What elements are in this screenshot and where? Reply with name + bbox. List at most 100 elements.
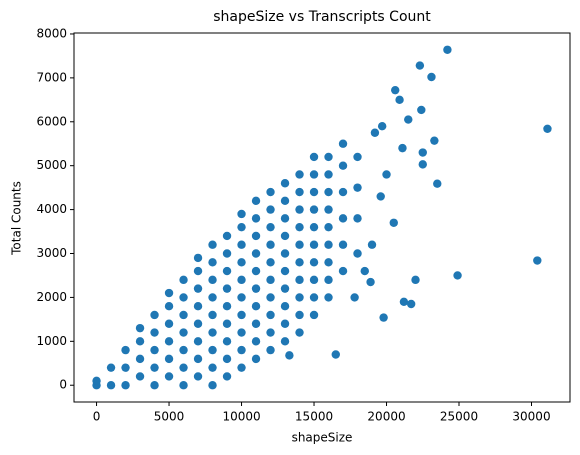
point (433, 179, 442, 188)
point (193, 354, 203, 364)
point (222, 284, 232, 293)
point (338, 161, 348, 170)
point (338, 240, 348, 249)
point (309, 152, 319, 162)
point (280, 179, 290, 188)
point (411, 275, 420, 285)
point (237, 209, 246, 219)
point (179, 310, 188, 320)
point (382, 170, 391, 179)
point (338, 187, 348, 197)
point (208, 328, 217, 337)
y-tick-label: 0 (59, 378, 67, 392)
point (251, 284, 261, 293)
point (324, 258, 333, 267)
point (280, 301, 290, 311)
point (251, 301, 261, 311)
point (208, 381, 217, 390)
y-tick-label: 1000 (36, 334, 67, 348)
point (251, 354, 261, 364)
point (379, 313, 388, 322)
point (367, 240, 377, 249)
point (237, 240, 246, 249)
point (179, 275, 188, 285)
point (309, 275, 319, 285)
point (92, 376, 101, 386)
point (309, 310, 319, 320)
point (295, 170, 304, 179)
point (179, 293, 188, 302)
plot-frame (73, 32, 571, 403)
point (295, 187, 304, 197)
point (135, 323, 145, 333)
y-tick-label: 8000 (36, 26, 67, 40)
point (370, 128, 380, 137)
point (285, 351, 294, 360)
point (135, 372, 145, 381)
point (222, 249, 232, 258)
point (338, 214, 348, 223)
point (208, 345, 217, 355)
point (353, 183, 362, 192)
point (280, 214, 290, 223)
point (251, 196, 261, 206)
point (237, 310, 246, 320)
x-tick-label: 30000 (512, 410, 550, 424)
y-tick-label: 6000 (36, 114, 67, 128)
point (121, 345, 130, 355)
point (353, 152, 362, 162)
point (331, 350, 340, 359)
point (222, 372, 232, 381)
point (179, 381, 188, 390)
point (453, 271, 462, 280)
point (164, 301, 174, 311)
point (150, 381, 159, 390)
point (266, 205, 275, 214)
point (121, 381, 130, 390)
y-tick-label: 4000 (36, 202, 67, 216)
point (266, 310, 275, 320)
point (106, 381, 116, 390)
point (164, 337, 174, 346)
y-axis-label: Total Counts (10, 181, 24, 256)
point (309, 258, 319, 267)
point (324, 187, 333, 197)
y-tick-label: 7000 (36, 70, 67, 84)
point (251, 266, 261, 276)
point (280, 249, 290, 258)
x-tick-label: 15000 (295, 410, 333, 424)
x-tick-label: 25000 (440, 410, 478, 424)
point (179, 363, 188, 372)
point (208, 310, 217, 320)
point (377, 121, 387, 131)
point (208, 293, 217, 302)
point (309, 293, 319, 302)
point (135, 337, 145, 346)
point (350, 293, 359, 302)
point (208, 363, 217, 372)
point (360, 266, 369, 276)
points (92, 45, 552, 390)
point (324, 205, 333, 214)
point (251, 249, 261, 258)
point (179, 345, 188, 355)
point (164, 372, 174, 381)
point (338, 139, 348, 148)
point (266, 345, 275, 355)
point (251, 319, 261, 328)
point (135, 354, 145, 364)
point (309, 187, 319, 197)
point (295, 328, 304, 337)
point (295, 310, 304, 320)
point (266, 293, 275, 302)
point (404, 115, 413, 124)
point (430, 136, 439, 145)
x-tick-label: 0 (93, 410, 101, 424)
point (280, 266, 290, 276)
point (150, 345, 159, 355)
point (150, 310, 159, 320)
point (280, 319, 290, 328)
point (164, 288, 174, 298)
point (309, 240, 319, 249)
